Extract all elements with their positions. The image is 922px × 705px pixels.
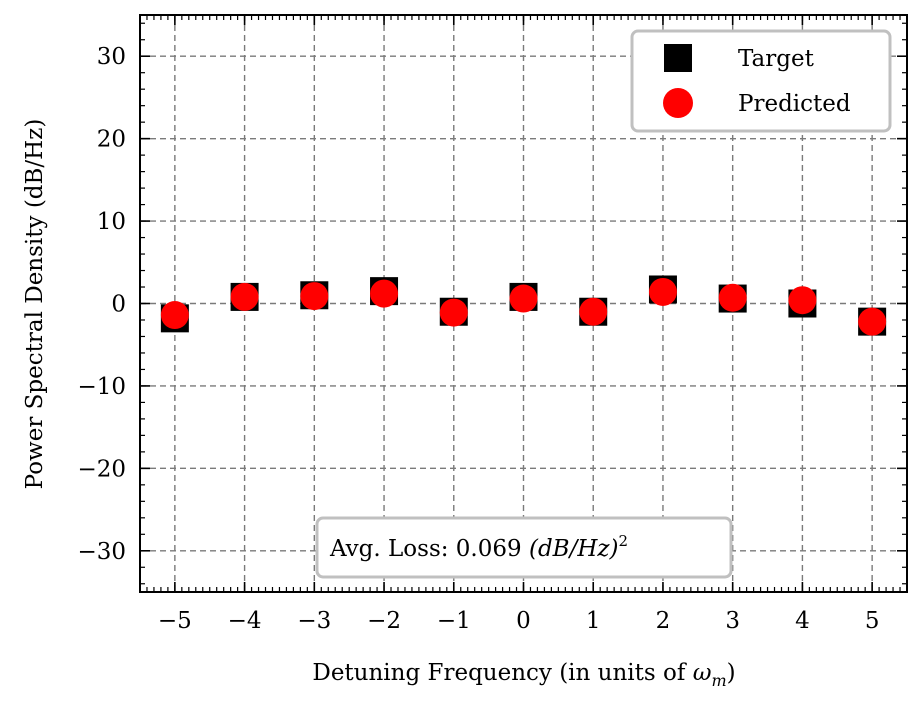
y-axis-title: Power Spectral Density (dB/Hz) — [22, 119, 48, 490]
x-tick-label-2: −3 — [297, 608, 331, 634]
y-tick-label-6: 30 — [97, 44, 126, 70]
x-tick-label-0: −5 — [158, 608, 192, 634]
x-axis-title-text: Detuning Frequency (in units of — [312, 660, 692, 686]
x-tick-label-6: 1 — [586, 608, 601, 634]
plot-frame — [139, 14, 908, 593]
annotation-box — [315, 516, 733, 579]
predicted-point-0 — [160, 301, 189, 330]
predicted-point-4 — [439, 298, 468, 327]
x-tick-label-10: 5 — [865, 608, 880, 634]
predicted-point-7 — [648, 277, 677, 306]
x-tick-label-3: −2 — [367, 608, 401, 634]
annotation-math: (dB/Hz) — [529, 536, 619, 562]
legend-marker-target — [664, 44, 692, 72]
legend-box — [630, 29, 892, 133]
legend-label-target: Target — [738, 46, 815, 72]
annotation: Avg. Loss: 0.069 (dB/Hz)2 — [315, 516, 733, 579]
markers — [160, 275, 887, 336]
annotation-label: Avg. Loss: 0.069 — [329, 536, 529, 562]
legend-label-predicted: Predicted — [738, 91, 851, 117]
x-tick-labels: −5 −4 −3 −2 −1 0 1 2 3 4 5 — [158, 608, 880, 634]
x-axis-title: Detuning Frequency (in units of ωm) — [312, 660, 735, 690]
legend-marker-predicted — [663, 88, 693, 118]
y-tick-label-3: 0 — [111, 292, 126, 318]
x-tick-label-7: 2 — [656, 608, 671, 634]
predicted-point-10 — [858, 307, 887, 336]
x-axis-title-math: ω — [693, 660, 712, 686]
predicted-point-6 — [579, 297, 608, 326]
x-axis-title-close: ) — [727, 660, 736, 686]
x-tick-label-8: 3 — [725, 608, 740, 634]
predicted-point-1 — [230, 282, 259, 311]
y-tick-label-2: −10 — [77, 374, 126, 400]
predicted-point-9 — [788, 286, 817, 315]
predicted-point-5 — [509, 284, 538, 313]
y-tick-labels: −30 −20 −10 0 10 20 30 — [77, 44, 126, 565]
y-tick-label-0: −30 — [77, 539, 126, 565]
legend: Target Predicted — [630, 29, 892, 133]
y-tick-label-1: −20 — [77, 456, 126, 482]
annotation-sup: 2 — [618, 532, 628, 550]
predicted-point-8 — [718, 283, 747, 312]
x-tick-label-9: 4 — [795, 608, 810, 634]
x-tick-label-1: −4 — [228, 608, 262, 634]
y-tick-label-5: 20 — [97, 127, 126, 153]
annotation-text: Avg. Loss: 0.069 (dB/Hz)2 — [329, 532, 628, 562]
predicted-point-3 — [370, 279, 399, 308]
x-tick-label-5: 0 — [516, 608, 531, 634]
x-axis-title-sub: m — [711, 671, 726, 690]
x-tick-label-4: −1 — [437, 608, 471, 634]
predicted-point-2 — [300, 282, 329, 311]
y-tick-label-4: 10 — [97, 209, 126, 235]
